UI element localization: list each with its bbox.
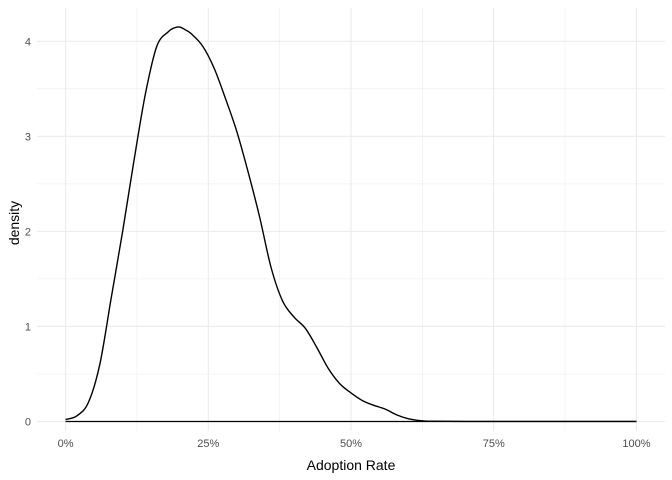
y-tick-label: 0 [25, 416, 31, 428]
x-tick-label: 25% [197, 438, 219, 450]
x-tick-label: 50% [340, 438, 362, 450]
y-tick-label: 3 [25, 131, 31, 143]
density-series [65, 26, 637, 423]
x-tick-label: 100% [622, 438, 650, 450]
x-tick-label: 75% [483, 438, 505, 450]
y-tick-label: 2 [25, 226, 31, 238]
y-tick-label: 1 [25, 321, 31, 333]
x-tick-labels: 0% 25% 50% 75% 100% [58, 438, 651, 450]
y-tick-label: 4 [25, 36, 31, 48]
density-curve [65, 26, 637, 423]
y-axis-title: density [6, 201, 22, 245]
y-tick-labels: 0 1 2 3 4 [25, 36, 31, 428]
x-tick-label: 0% [58, 438, 74, 450]
major-grid [37, 8, 665, 431]
x-axis-title: Adoption Rate [307, 457, 396, 473]
